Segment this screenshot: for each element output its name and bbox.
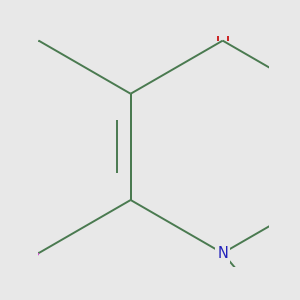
Text: N: N [217, 246, 228, 261]
